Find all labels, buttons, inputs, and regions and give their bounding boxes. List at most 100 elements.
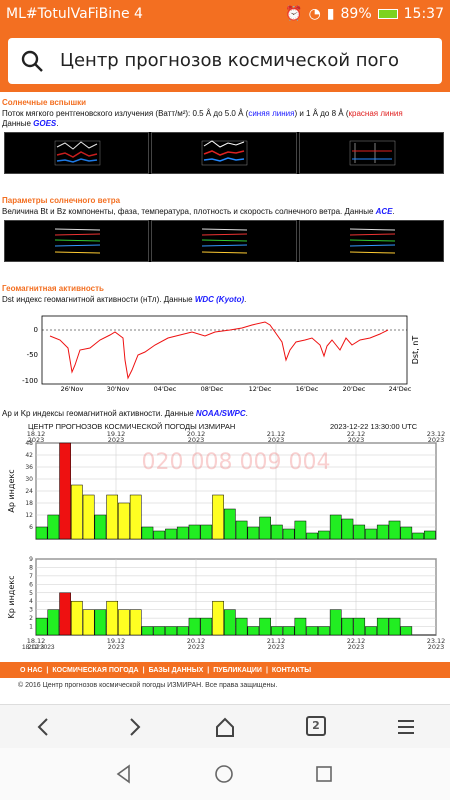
dst-xtick-4: 12'Dec: [249, 385, 272, 393]
sys-back-icon[interactable]: [114, 764, 134, 784]
wind-thumb-2[interactable]: [151, 220, 297, 262]
back-icon[interactable]: [34, 717, 54, 737]
apkp-bottom-year-5: 2023: [428, 643, 445, 649]
kp-bar: [82, 609, 95, 636]
ap-bar: [47, 514, 60, 540]
apkp-bottom-date-3: 21.12: [267, 637, 286, 645]
dst-ylabel: Dst, nT: [411, 336, 420, 365]
kp-bar: [118, 609, 130, 636]
ap-bar: [59, 442, 71, 540]
dst-chart[interactable]: 0 -50 -100 Dst, nT 26'Nov 30'Nov 04'Dec …: [20, 310, 440, 394]
flares-thumb-3[interactable]: [298, 132, 444, 174]
ap-ytick-6: 12: [25, 512, 33, 519]
kp-bar: [353, 617, 366, 636]
dst-series-line: [49, 321, 389, 380]
signal-icon: ▮: [326, 6, 335, 22]
kp-bar: [282, 626, 295, 636]
ap-bar: [71, 484, 83, 540]
apkp-bottom-year-4: 2023: [348, 643, 365, 649]
footer-databases[interactable]: БАЗЫ ДАННЫХ: [148, 666, 204, 674]
noaa-link[interactable]: NOAA/SWPC: [195, 409, 246, 418]
wind-text: Величина Bt и Bz компоненты, фаза, темпе…: [2, 207, 376, 216]
kp-bar: [141, 626, 154, 636]
dst-xtick-5: 16'Dec: [296, 385, 319, 393]
ap-bar: [223, 508, 236, 540]
system-nav: [0, 748, 450, 800]
address-bar[interactable]: Центр прогнозов космической пого: [8, 38, 442, 84]
home-icon[interactable]: [214, 716, 236, 738]
apkp-top-date-2: 20.12: [187, 431, 206, 438]
apkp-bottom-date-1: 19.12: [107, 637, 126, 645]
tabs-button[interactable]: 2: [306, 716, 326, 736]
ace-link[interactable]: ACE: [375, 207, 393, 216]
apkp-top-year-0: 2023: [28, 436, 45, 444]
ap-bar: [412, 532, 424, 540]
kp-bar: [106, 600, 119, 636]
ap-bar: [376, 524, 389, 540]
kp-bar: [365, 626, 377, 636]
sys-home-icon[interactable]: [214, 764, 234, 784]
kp-bar: [271, 626, 283, 636]
dst-xtick-2: 04'Dec: [154, 385, 177, 393]
page-title[interactable]: Центр прогнозов космической пого: [60, 50, 400, 71]
ap-bar: [200, 524, 213, 540]
apkp-top-year-3: 2023: [268, 436, 285, 444]
ap-bar: [365, 528, 377, 540]
ap-bar: [153, 530, 166, 540]
ap-bar: [106, 494, 119, 540]
footer-space-weather[interactable]: КОСМИЧЕСКАЯ ПОГОДА: [52, 666, 139, 674]
footer-contacts[interactable]: КОНТАКТЫ: [271, 666, 312, 674]
ap-bar: [141, 526, 154, 540]
wdc-link[interactable]: WDC (Kyoto): [194, 295, 245, 304]
forward-icon[interactable]: [124, 717, 144, 737]
dst-xtick-6: 20'Dec: [343, 385, 366, 393]
dst-xtick-0: 26'Nov: [61, 385, 84, 393]
wifi-icon: ◔: [308, 6, 321, 22]
goes-link[interactable]: GOES: [33, 119, 57, 128]
wind-thumb-3[interactable]: [298, 220, 444, 262]
wind-thumb-1[interactable]: [4, 220, 150, 262]
geomag-heading: Геомагнитная активность: [2, 284, 104, 293]
kp-text: Ap и Kp индексы геомагнитной активности.…: [2, 409, 196, 418]
flares-thumb-1[interactable]: [4, 132, 150, 174]
kp-axis-label: Kp индекс: [7, 576, 16, 619]
apkp-chart[interactable]: 18.12202319.12202320.12202321.12202322.1…: [0, 431, 450, 649]
flares-thumb-2[interactable]: [151, 132, 297, 174]
apkp-top-year-2: 2023: [188, 436, 205, 444]
status-bar: ML#TotulVaFiBine 4 ⏰ ◔ ▮ 89% 15:37: [0, 0, 450, 30]
ap-bar: [212, 494, 224, 540]
ap-ytick-5: 18: [25, 500, 33, 507]
footer-publications[interactable]: ПУБЛИКАЦИИ: [213, 666, 262, 674]
kp-bar: [176, 626, 189, 636]
dst-plot-area: [41, 315, 408, 385]
apkp-bottom-year-3: 2023: [268, 643, 285, 649]
search-icon[interactable]: [20, 49, 44, 73]
carrier-label: ML#TotulVaFiBine 4: [6, 6, 143, 22]
flares-source: Данные GOES.: [2, 119, 59, 128]
wind-desc: Величина Bt и Bz компоненты, фаза, темпе…: [2, 207, 395, 216]
ap-bar: [176, 526, 189, 540]
browser-nav: 2: [0, 704, 450, 748]
footer-about[interactable]: О НАС: [20, 666, 43, 674]
flares-thumbnails: [4, 132, 444, 174]
ap-bar: [388, 520, 401, 540]
sys-recents-icon[interactable]: [314, 764, 334, 784]
ap-bar: [423, 530, 436, 540]
source-label: Данные: [2, 119, 34, 128]
kp-bar: [235, 617, 248, 636]
kp-ytick-6: 3: [29, 607, 33, 614]
kp-ytick-2: 7: [29, 573, 33, 580]
apkp-top-year-4: 2023: [348, 436, 365, 444]
ap-bar: [129, 494, 142, 540]
battery-percent: 89%: [340, 6, 372, 22]
apkp-top-year-1: 2023: [108, 436, 125, 444]
menu-icon[interactable]: [396, 717, 416, 737]
ap-bar: [271, 524, 283, 540]
flares-desc: Поток мягкого рентгеновского излучения (…: [2, 109, 403, 118]
kp-bar: [200, 617, 213, 636]
apkp-top-date-1: 19.12: [107, 431, 126, 438]
flares-heading: Солнечные вспышки: [2, 98, 87, 107]
copyright: © 2016 Центр прогнозов космической погод…: [18, 682, 278, 689]
red-line-label: красная линия: [348, 109, 403, 118]
clock: 15:37: [403, 6, 444, 22]
